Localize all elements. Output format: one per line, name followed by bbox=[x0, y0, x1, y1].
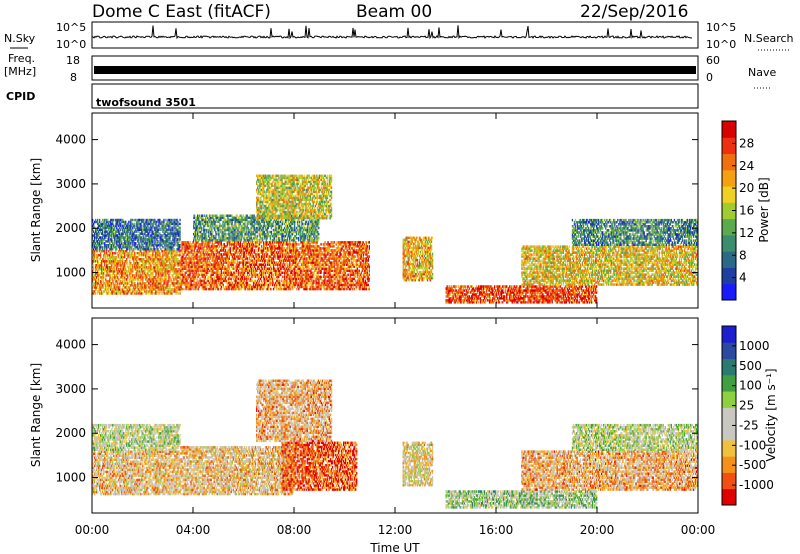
nave-label: Nave bbox=[748, 66, 776, 79]
date-title: 22/Sep/2016 bbox=[580, 2, 688, 22]
nave-tick-bottom: 0 bbox=[706, 71, 713, 84]
scatter-cell bbox=[113, 219, 114, 222]
cpid-value: twofsound 3501 bbox=[96, 96, 196, 109]
scatter-cell bbox=[127, 262, 128, 265]
nsky-trace bbox=[92, 25, 692, 38]
freq-trace bbox=[94, 66, 696, 74]
scatter-cell bbox=[142, 292, 143, 295]
station-title: Dome C East (fitACF) bbox=[92, 2, 271, 22]
nsearch-tick-bottom: 10^0 bbox=[706, 38, 736, 51]
freq-unit-label: [MHz] bbox=[4, 65, 36, 78]
nave-tick-top: 60 bbox=[706, 54, 720, 67]
nsky-label: N.Sky bbox=[4, 32, 36, 45]
freq-tick-bottom: 8 bbox=[70, 71, 77, 84]
scatter-cell bbox=[134, 252, 135, 255]
nsky-tick-bottom: 10^0 bbox=[56, 38, 86, 51]
scatter-cell bbox=[130, 288, 131, 291]
scatter-cell bbox=[152, 292, 153, 295]
beam-title: Beam 00 bbox=[356, 2, 432, 22]
freq-band bbox=[94, 66, 696, 74]
nsky-tick-top: 10^5 bbox=[56, 21, 86, 34]
scatter-cell bbox=[159, 252, 160, 255]
nsky-line bbox=[92, 25, 692, 38]
nsearch-tick-top: 10^5 bbox=[706, 21, 736, 34]
scatter-cell bbox=[97, 219, 98, 222]
radar-summary-plot: Dome C East (fitACF) Beam 00 22/Sep/2016… bbox=[0, 0, 800, 554]
scatter-cell bbox=[125, 266, 126, 269]
scatter-cell bbox=[99, 219, 100, 222]
freq-label: Freq. bbox=[8, 52, 35, 65]
scatter-cell bbox=[95, 292, 96, 295]
scatter-cell bbox=[177, 292, 178, 295]
scatter-cell bbox=[166, 276, 167, 279]
cpid-label: CPID bbox=[6, 90, 35, 103]
power-panel bbox=[92, 175, 698, 304]
scatter-cell bbox=[110, 274, 111, 277]
nsearch-label: N.Search bbox=[744, 32, 794, 45]
freq-tick-top: 18 bbox=[66, 54, 80, 67]
scatter-cell bbox=[93, 264, 94, 267]
